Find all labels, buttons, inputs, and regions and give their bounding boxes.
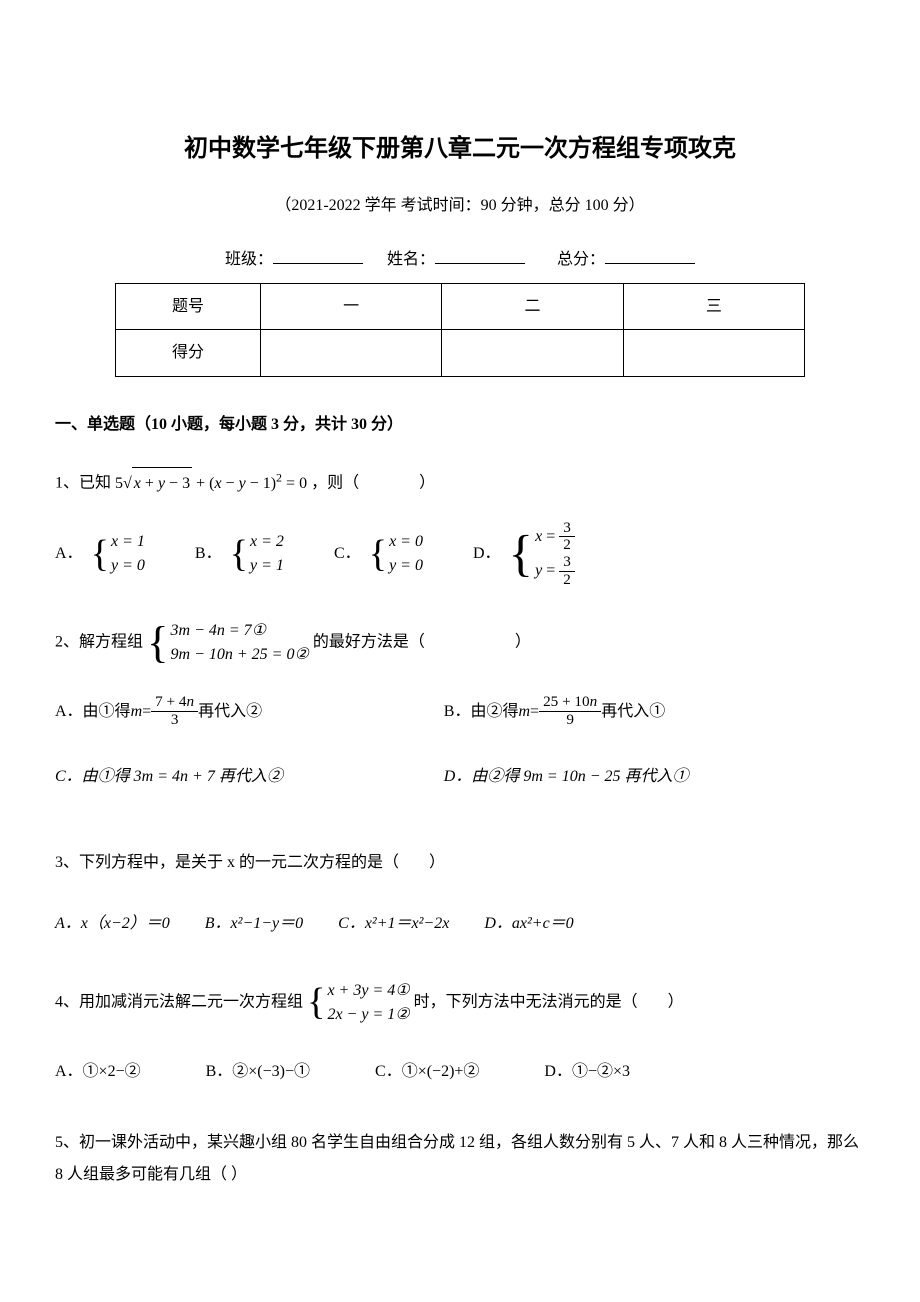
header-cell: 二 — [442, 283, 623, 330]
q3-close: ） — [429, 854, 445, 871]
q3-option-a[interactable]: A．x（x−2）＝0 — [55, 899, 170, 949]
score-blank[interactable] — [605, 248, 695, 264]
header-cell: 题号 — [116, 283, 261, 330]
eq: 9m − 10n + 25 = 0② — [171, 643, 309, 667]
q3-option-c[interactable]: C．x²+1＝x²−2x — [338, 899, 449, 949]
student-info-line: 班级： 姓名： 总分： — [55, 247, 865, 273]
q2-option-a[interactable]: A．由①得 m = 7 + 4n3 再代入② — [55, 687, 444, 737]
table-row: 得分 — [116, 330, 805, 377]
eq: x = 1 — [111, 530, 145, 554]
q1-option-a[interactable]: A． {x = 1y = 0 — [55, 529, 145, 579]
q1-option-b[interactable]: B． {x = 2y = 1 — [195, 529, 284, 579]
section-1-title: 一、单选题（10 小题，每小题 3 分，共计 30 分） — [55, 412, 865, 438]
q2-option-c[interactable]: C．由①得 3m = 4n + 7 再代入② — [55, 752, 444, 802]
score-cell[interactable] — [623, 330, 804, 377]
eq: x = 0 — [389, 530, 423, 554]
header-cell: 三 — [623, 283, 804, 330]
q2-close: ） — [515, 633, 531, 650]
q2-suffix: 的最好方法是（ — [313, 633, 425, 650]
q4-option-a[interactable]: A．①×2−② — [55, 1047, 141, 1097]
header-cell: 一 — [261, 283, 442, 330]
score-label: 总分： — [557, 251, 605, 268]
option-label: C． — [334, 541, 361, 567]
name-blank[interactable] — [435, 248, 525, 264]
q2-options-row1: A．由①得 m = 7 + 4n3 再代入② B．由②得 m = 25 + 10… — [55, 687, 865, 752]
question-3-text: 3、下列方程中，是关于 x 的一元二次方程的是（ ） — [55, 847, 865, 879]
q1-close: ） — [419, 475, 435, 492]
option-text: C．由①得 3m = 4n + 7 再代入② — [55, 764, 283, 790]
eq: y = 0 — [111, 554, 145, 578]
q2-option-d[interactable]: D．由②得 9m = 10n − 25 再代入① — [444, 752, 833, 802]
option-suffix: 再代入① — [601, 699, 665, 725]
class-label: 班级： — [225, 251, 273, 268]
q2-prefix: 2、解方程组 — [55, 633, 143, 650]
q3-options: A．x（x−2）＝0 B．x²−1−y＝0 C．x²+1＝x²−2x D．ax²… — [55, 899, 865, 949]
q1-prefix: 1、已知 — [55, 475, 111, 492]
question-5: 5、初一课外活动中，某兴趣小组 80 名学生自由组合分成 12 组，各组人数分别… — [55, 1127, 865, 1191]
score-row-label: 得分 — [116, 330, 261, 377]
q4-suffix: 时，下列方法中无法消元的是（ — [414, 993, 638, 1010]
option-label: B． — [195, 541, 222, 567]
eq: y = 1 — [250, 554, 284, 578]
q1-suffix: ，则（ — [311, 475, 359, 492]
q4-option-b[interactable]: B．②×(−3)−① — [206, 1047, 310, 1097]
q4-options: A．①×2−② B．②×(−3)−① C．①×(−2)+② D．①−②×3 — [55, 1047, 865, 1097]
q4-option-d[interactable]: D．①−②×3 — [544, 1047, 630, 1097]
q3-text: 3、下列方程中，是关于 x 的一元二次方程的是（ — [55, 854, 399, 871]
score-table: 题号 一 二 三 得分 — [115, 283, 805, 377]
q2-system: {3m − 4n = 7①9m − 10n + 25 = 0② — [147, 619, 309, 667]
q1-options: A． {x = 1y = 0 B． {x = 2y = 1 C． {x = 0y… — [55, 520, 865, 589]
eq: 3m − 4n = 7① — [171, 619, 309, 643]
option-suffix: 再代入② — [198, 699, 262, 725]
option-label: A．由①得 — [55, 699, 131, 725]
class-blank[interactable] — [273, 248, 363, 264]
question-2: 2、解方程组 {3m − 4n = 7①9m − 10n + 25 = 0② 的… — [55, 619, 865, 817]
q4-prefix: 4、用加减消元法解二元一次方程组 — [55, 993, 303, 1010]
question-5-text: 5、初一课外活动中，某兴趣小组 80 名学生自由组合分成 12 组，各组人数分别… — [55, 1127, 865, 1191]
page-subtitle: （2021-2022 学年 考试时间：90 分钟，总分 100 分） — [55, 193, 865, 219]
q4-option-c[interactable]: C．①×(−2)+② — [375, 1047, 479, 1097]
q3-option-d[interactable]: D．ax²+c＝0 — [484, 899, 573, 949]
question-4: 4、用加减消元法解二元一次方程组 {x + 3y = 4①2x − y = 1②… — [55, 979, 865, 1097]
option-text: D．由②得 9m = 10n − 25 再代入① — [444, 764, 689, 790]
q1-equation: 5x + y − 3 + (x − y − 1)2 = 0 — [115, 475, 311, 492]
q2-options-row2: C．由①得 3m = 4n + 7 再代入② D．由②得 9m = 10n − … — [55, 752, 865, 817]
q1-option-c[interactable]: C． {x = 0y = 0 — [334, 529, 423, 579]
question-1-text: 1、已知 5x + y − 3 + (x − y − 1)2 = 0 ，则（ ） — [55, 465, 865, 499]
option-label: A． — [55, 541, 83, 567]
score-cell[interactable] — [261, 330, 442, 377]
q3-option-b[interactable]: B．x²−1−y＝0 — [205, 899, 303, 949]
q4-system: {x + 3y = 4①2x − y = 1② — [307, 979, 410, 1027]
question-2-text: 2、解方程组 {3m − 4n = 7①9m − 10n + 25 = 0② 的… — [55, 619, 865, 667]
name-label: 姓名： — [387, 251, 435, 268]
q4-close: ） — [668, 993, 684, 1010]
eq: x + 3y = 4① — [327, 979, 409, 1003]
eq: 2x − y = 1② — [327, 1003, 409, 1027]
score-cell[interactable] — [442, 330, 623, 377]
question-3: 3、下列方程中，是关于 x 的一元二次方程的是（ ） A．x（x−2）＝0 B．x… — [55, 847, 865, 949]
eq: x = 2 — [250, 530, 284, 554]
question-1: 1、已知 5x + y − 3 + (x − y − 1)2 = 0 ，则（） … — [55, 465, 865, 588]
page-title: 初中数学七年级下册第八章二元一次方程组专项攻克 — [55, 130, 865, 168]
option-label: D． — [473, 541, 501, 567]
q2-option-b[interactable]: B．由②得 m = 25 + 10n9 再代入① — [444, 687, 833, 737]
table-row: 题号 一 二 三 — [116, 283, 805, 330]
option-label: B．由②得 — [444, 699, 519, 725]
eq: y = 0 — [389, 554, 423, 578]
question-4-text: 4、用加减消元法解二元一次方程组 {x + 3y = 4①2x − y = 1②… — [55, 979, 865, 1027]
q1-option-d[interactable]: D． { x = 32 y = 32 — [473, 520, 575, 589]
